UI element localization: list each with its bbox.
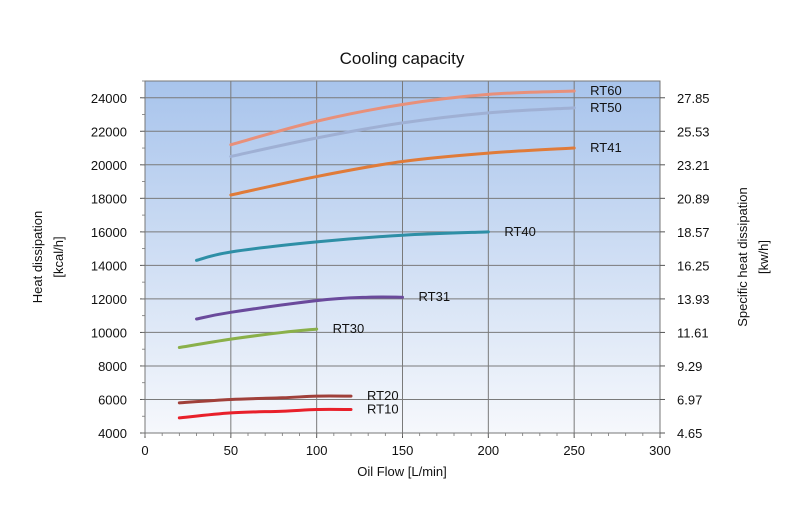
y-tick-label: 4000	[98, 426, 127, 441]
series-label-rt31: RT31	[419, 289, 451, 304]
x-tick-label: 50	[224, 443, 238, 458]
y-tick-label: 14000	[91, 258, 127, 273]
y2-tick-label: 18.57	[677, 225, 710, 240]
y2-tick-label: 20.89	[677, 191, 710, 206]
y2-tick-label: 16.25	[677, 258, 710, 273]
x-tick-label: 100	[306, 443, 328, 458]
y2-tick-label: 25.53	[677, 124, 710, 139]
x-tick-label: 250	[563, 443, 585, 458]
series-line-rt31	[195, 295, 404, 321]
series-line-rt20	[177, 394, 353, 405]
y-tick-label: 20000	[91, 158, 127, 173]
series-label-rt40: RT40	[504, 224, 536, 239]
y2-tick-label: 27.85	[677, 91, 710, 106]
y-tick-label: 12000	[91, 292, 127, 307]
y2-tick-label: 9.29	[677, 359, 702, 374]
x-tick-label: 150	[392, 443, 414, 458]
y2-tick-label: 6.97	[677, 392, 702, 407]
y2-tick-label: 4.65	[677, 426, 702, 441]
x-tick-label: 300	[649, 443, 671, 458]
y-tick-label: 18000	[91, 191, 127, 206]
x-axis-label: Oil Flow [L/min]	[357, 464, 447, 479]
y-tick-label: 24000	[91, 91, 127, 106]
y2-axis-label: Specific heat dissipation	[735, 187, 750, 326]
y-tick-label: 10000	[91, 325, 127, 340]
y-tick-label: 16000	[91, 225, 127, 240]
series-label-rt50: RT50	[590, 100, 622, 115]
y2-tick-label: 23.21	[677, 158, 710, 173]
y2-axis-unit: [kw/h]	[756, 240, 771, 274]
series-lines	[177, 89, 576, 420]
x-tick-label: 200	[477, 443, 499, 458]
series-line-rt50	[229, 106, 576, 158]
y-axis-unit: [kcal/h]	[51, 236, 66, 277]
y-tick-label: 6000	[98, 392, 127, 407]
y2-axis-ticks: 4.65 6.97 9.29 11.61 13.93 16.25 18.57 20.89 23.…	[660, 91, 710, 441]
series-label-rt30: RT30	[333, 321, 365, 336]
y-tick-label: 8000	[98, 359, 127, 374]
series-line-rt30	[177, 327, 319, 350]
series-line-rt10	[177, 407, 353, 420]
series-label-rt10: RT10	[367, 402, 399, 417]
series-label-rt41: RT41	[590, 140, 622, 155]
series-line-rt40	[195, 230, 490, 262]
grid-lines	[145, 81, 660, 433]
y2-tick-label: 11.61	[677, 325, 709, 340]
y-axis-ticks: 4000 6000 8000 10000 12000 14000 16000 18000 200…	[91, 80, 145, 441]
y-axis-label: Heat dissipation	[30, 211, 45, 304]
chart-title: Cooling capacity	[340, 49, 465, 68]
y2-tick-label: 13.93	[677, 292, 710, 307]
series-label-rt60: RT60	[590, 83, 622, 98]
x-tick-label: 0	[141, 443, 148, 458]
x-axis-ticks: 0 50 100 150 200 250 300	[141, 433, 671, 458]
series-label-rt20: RT20	[367, 388, 399, 403]
y-tick-label: 22000	[91, 124, 127, 139]
series-line-rt60	[229, 89, 576, 147]
series-line-rt41	[229, 146, 576, 197]
